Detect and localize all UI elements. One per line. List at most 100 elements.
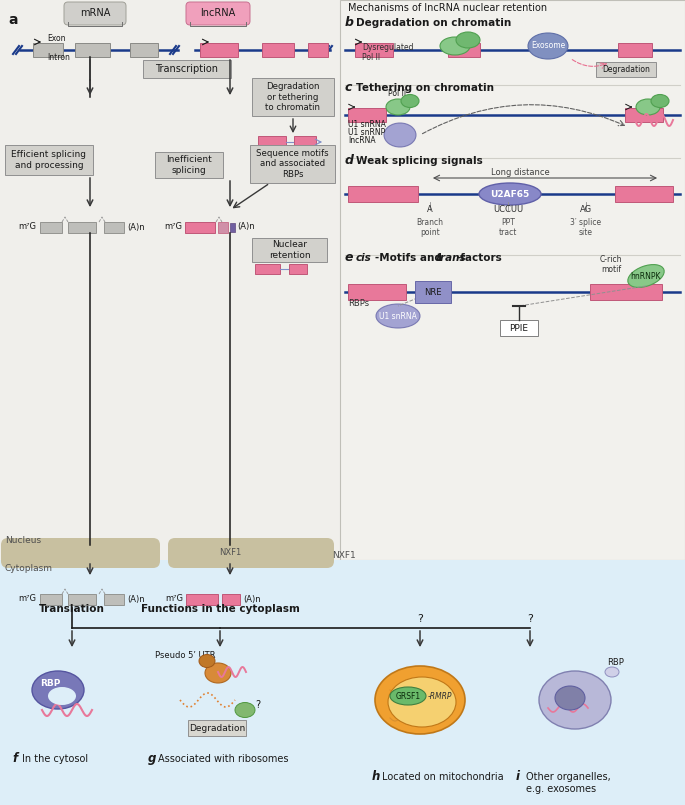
Text: Sequence motifs
and associated
RBPs: Sequence motifs and associated RBPs bbox=[256, 149, 329, 179]
Text: C-rich
motif: C-rich motif bbox=[600, 254, 623, 274]
FancyBboxPatch shape bbox=[143, 60, 231, 78]
Text: g: g bbox=[148, 752, 156, 765]
FancyBboxPatch shape bbox=[186, 594, 218, 605]
Text: Tethering on chromatin: Tethering on chromatin bbox=[356, 83, 494, 93]
Text: i: i bbox=[516, 770, 520, 783]
FancyBboxPatch shape bbox=[252, 78, 334, 116]
Ellipse shape bbox=[32, 671, 84, 709]
Ellipse shape bbox=[605, 667, 619, 677]
Text: Long distance: Long distance bbox=[490, 168, 549, 177]
Text: hnRNPK: hnRNPK bbox=[631, 271, 661, 280]
Text: PPIE: PPIE bbox=[510, 324, 529, 332]
Text: U1 snRNA: U1 snRNA bbox=[379, 312, 417, 320]
FancyBboxPatch shape bbox=[104, 222, 124, 233]
Ellipse shape bbox=[388, 677, 456, 727]
FancyBboxPatch shape bbox=[262, 43, 294, 57]
Text: NXF1: NXF1 bbox=[219, 548, 241, 557]
Text: Degradation: Degradation bbox=[602, 65, 650, 74]
Text: mRNA: mRNA bbox=[80, 9, 110, 19]
Ellipse shape bbox=[376, 304, 420, 328]
Text: d: d bbox=[345, 154, 354, 167]
Text: 3′ splice
site: 3′ splice site bbox=[571, 218, 601, 237]
FancyBboxPatch shape bbox=[348, 284, 406, 300]
FancyBboxPatch shape bbox=[289, 264, 307, 274]
Text: -factors: -factors bbox=[457, 253, 503, 263]
Text: m⁷G: m⁷G bbox=[18, 593, 36, 602]
FancyBboxPatch shape bbox=[230, 223, 235, 232]
FancyBboxPatch shape bbox=[625, 108, 663, 122]
Text: ?: ? bbox=[527, 614, 533, 624]
Text: In the cytosol: In the cytosol bbox=[22, 754, 88, 764]
Text: c: c bbox=[345, 81, 352, 94]
Text: m⁷G: m⁷G bbox=[165, 593, 183, 602]
Text: Pseudo 5’ UTR: Pseudo 5’ UTR bbox=[155, 651, 216, 660]
Text: Dysregulated
Pol II: Dysregulated Pol II bbox=[362, 43, 414, 62]
Text: ?: ? bbox=[255, 700, 260, 710]
Text: m⁷G: m⁷G bbox=[18, 221, 36, 230]
FancyBboxPatch shape bbox=[340, 0, 685, 560]
Text: Functions in the cytoplasm: Functions in the cytoplasm bbox=[140, 604, 299, 614]
Text: Transcription: Transcription bbox=[155, 64, 219, 74]
Text: U1 snRNA: U1 snRNA bbox=[348, 120, 386, 129]
Ellipse shape bbox=[456, 32, 480, 48]
Text: Weak splicing signals: Weak splicing signals bbox=[356, 156, 483, 166]
Text: RBP: RBP bbox=[40, 679, 60, 688]
Ellipse shape bbox=[386, 99, 410, 115]
Text: a: a bbox=[8, 13, 18, 27]
Ellipse shape bbox=[440, 37, 470, 55]
Ellipse shape bbox=[636, 99, 660, 115]
Text: lncRNA: lncRNA bbox=[201, 9, 236, 19]
Text: Translation: Translation bbox=[39, 604, 105, 614]
FancyBboxPatch shape bbox=[590, 284, 662, 300]
Text: m⁷G: m⁷G bbox=[164, 221, 182, 230]
FancyBboxPatch shape bbox=[40, 594, 62, 605]
Ellipse shape bbox=[390, 687, 426, 705]
Text: Nucleus: Nucleus bbox=[5, 535, 41, 544]
Text: (A)n: (A)n bbox=[243, 595, 260, 604]
Text: Degradation: Degradation bbox=[189, 724, 245, 733]
FancyBboxPatch shape bbox=[255, 264, 280, 274]
FancyBboxPatch shape bbox=[448, 43, 480, 57]
Text: Located on mitochondria: Located on mitochondria bbox=[382, 772, 503, 782]
Text: NRE: NRE bbox=[424, 287, 442, 296]
FancyBboxPatch shape bbox=[168, 538, 334, 568]
Text: Branch
point: Branch point bbox=[416, 218, 443, 237]
Ellipse shape bbox=[375, 666, 465, 734]
FancyBboxPatch shape bbox=[64, 2, 126, 25]
Text: Degradation on chromatin: Degradation on chromatin bbox=[356, 18, 511, 28]
Text: -RMRP: -RMRP bbox=[428, 691, 453, 700]
Text: Degradation
or tethering
to chromatin: Degradation or tethering to chromatin bbox=[266, 82, 321, 112]
FancyBboxPatch shape bbox=[186, 2, 250, 25]
Ellipse shape bbox=[479, 183, 541, 205]
Text: GRSF1: GRSF1 bbox=[395, 691, 421, 700]
FancyBboxPatch shape bbox=[348, 108, 386, 122]
Text: e.g. exosomes: e.g. exosomes bbox=[526, 784, 596, 794]
FancyBboxPatch shape bbox=[68, 594, 96, 605]
FancyBboxPatch shape bbox=[155, 152, 223, 178]
FancyBboxPatch shape bbox=[596, 62, 656, 77]
Text: PPT
tract: PPT tract bbox=[499, 218, 517, 237]
FancyBboxPatch shape bbox=[615, 186, 673, 202]
Ellipse shape bbox=[555, 686, 585, 710]
Text: h: h bbox=[372, 770, 380, 783]
Text: Efficient splicing
and processing: Efficient splicing and processing bbox=[12, 151, 86, 170]
FancyBboxPatch shape bbox=[0, 560, 685, 805]
Text: -Motifs and: -Motifs and bbox=[375, 253, 445, 263]
Text: RBPs: RBPs bbox=[348, 299, 369, 308]
FancyBboxPatch shape bbox=[1, 538, 160, 568]
Ellipse shape bbox=[205, 663, 231, 683]
Ellipse shape bbox=[528, 33, 568, 59]
FancyBboxPatch shape bbox=[40, 222, 62, 233]
FancyBboxPatch shape bbox=[104, 594, 124, 605]
Ellipse shape bbox=[401, 94, 419, 108]
Text: AG: AG bbox=[580, 205, 592, 214]
Text: b: b bbox=[345, 16, 354, 29]
Text: Mechanisms of lncRNA nuclear retention: Mechanisms of lncRNA nuclear retention bbox=[348, 3, 547, 13]
Text: Associated with ribosomes: Associated with ribosomes bbox=[158, 754, 288, 764]
FancyBboxPatch shape bbox=[308, 43, 328, 57]
FancyBboxPatch shape bbox=[415, 281, 451, 303]
Text: ?: ? bbox=[417, 614, 423, 624]
Ellipse shape bbox=[384, 123, 416, 147]
FancyBboxPatch shape bbox=[294, 136, 316, 148]
FancyBboxPatch shape bbox=[355, 43, 393, 57]
